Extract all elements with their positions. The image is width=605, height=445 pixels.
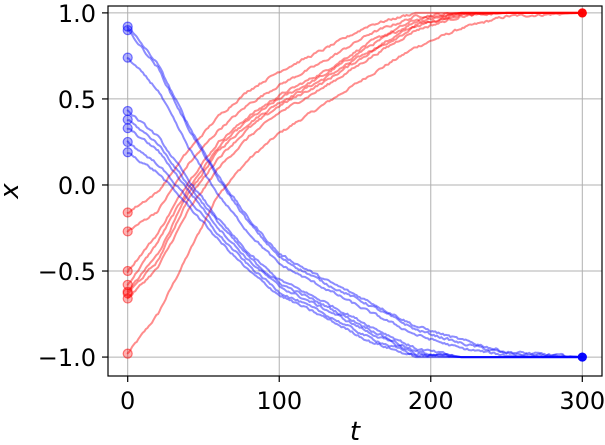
series-blue-10 (122, 52, 587, 362)
series-red-2 (122, 8, 587, 290)
start-point (122, 207, 133, 218)
trajectory-line (126, 11, 584, 286)
end-point (577, 8, 587, 18)
x-axis-label: t (350, 417, 361, 445)
series-group (122, 8, 587, 362)
y-tick-label: 0.0 (58, 172, 96, 200)
series-blue-13 (122, 123, 587, 362)
start-point (122, 293, 133, 304)
start-point (122, 21, 133, 32)
series-blue-15 (122, 147, 587, 362)
x-tick-label: 300 (559, 387, 605, 415)
y-tick-label: −1.0 (38, 344, 96, 372)
start-point (122, 147, 133, 158)
start-point (122, 105, 133, 117)
end-point (577, 352, 587, 362)
end-point (577, 8, 587, 18)
trajectory-line (126, 109, 584, 359)
end-point (577, 8, 587, 18)
series-red-4 (122, 8, 587, 237)
series-blue-12 (122, 114, 587, 362)
series-blue-8 (122, 21, 587, 362)
end-point (577, 352, 587, 362)
y-tick-label: 1.0 (58, 0, 96, 28)
end-point (577, 8, 587, 18)
end-point (577, 8, 587, 18)
trajectory-line (126, 127, 584, 359)
end-point (577, 8, 587, 18)
start-point (122, 24, 133, 36)
y-axis-label: x (0, 183, 25, 200)
end-point (577, 352, 587, 362)
x-tick-label: 0 (120, 387, 135, 415)
trajectory-line (126, 152, 584, 359)
y-ticks: −1.0 −0.5 0.0 0.5 1.0 (38, 0, 108, 372)
x-ticks: 0 100 200 300 (120, 376, 605, 415)
trajectory-line (126, 11, 584, 293)
series-blue-14 (122, 136, 587, 362)
trajectory-line (126, 26, 584, 359)
start-point (122, 114, 133, 125)
end-point (577, 352, 587, 362)
trajectory-line (126, 11, 584, 233)
series-blue-9 (122, 24, 587, 362)
trajectory-line (126, 29, 584, 359)
trajectory-line (126, 11, 584, 273)
start-point (122, 279, 133, 290)
x-tick-label: 200 (408, 387, 454, 415)
y-tick-label: −0.5 (38, 258, 96, 286)
start-point (122, 52, 133, 63)
series-red-0 (122, 8, 587, 359)
series-red-6 (122, 8, 587, 304)
start-point (122, 123, 133, 134)
trajectory-line (126, 11, 584, 300)
start-point (122, 348, 133, 359)
start-point (122, 226, 133, 237)
trajectory-line (126, 57, 584, 359)
x-tick-label: 100 (256, 387, 302, 415)
y-tick-label: 0.5 (58, 86, 96, 114)
grid (108, 6, 602, 376)
end-point (577, 352, 587, 362)
trajectory-line (126, 11, 584, 355)
series-red-5 (122, 8, 587, 218)
end-point (577, 352, 587, 362)
series-blue-11 (122, 105, 587, 362)
trajectory-line (126, 11, 584, 295)
series-red-7 (122, 8, 587, 299)
series-red-3 (122, 8, 587, 277)
trajectory-line (126, 140, 584, 359)
start-point (122, 288, 133, 299)
start-point (122, 136, 133, 148)
end-point (577, 8, 587, 18)
end-point (577, 8, 587, 18)
trajectory-line (126, 11, 584, 214)
trajectory-line (126, 119, 584, 359)
axes-frame (107, 5, 603, 377)
plot-frame (107, 5, 603, 377)
start-point (122, 265, 133, 277)
end-point (577, 352, 587, 362)
end-point (577, 352, 587, 362)
